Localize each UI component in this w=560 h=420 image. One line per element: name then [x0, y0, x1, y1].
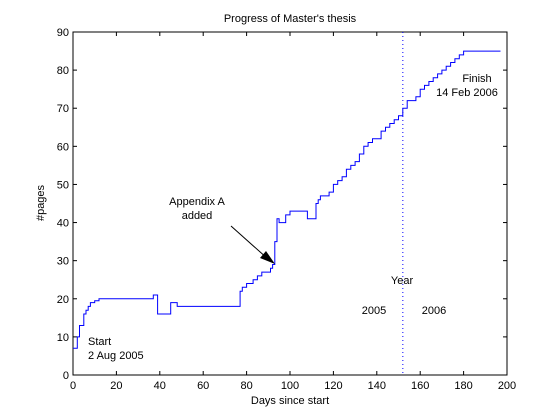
- finish-annotation-line2: 14 Feb 2006: [436, 87, 498, 99]
- y-tick-label: 40: [57, 218, 69, 230]
- start-annotation-line2: 2 Aug 2005: [88, 350, 144, 362]
- y-tick-label: 90: [57, 27, 69, 39]
- x-tick-label: 140: [368, 380, 386, 392]
- y-axis: 0 10 20 30 40 50 60 70 80 90: [57, 27, 507, 382]
- appendix-annotation-line2: added: [182, 210, 213, 222]
- plot-area: 0 20 40 60 80 100 120 140 160 180 200 0 10 20 30 40 50 6…: [57, 27, 516, 392]
- x-tick-label: 60: [197, 380, 209, 392]
- x-tick-label: 180: [454, 380, 472, 392]
- y-tick-label: 70: [57, 103, 69, 115]
- appendix-annotation-line1: Appendix A: [169, 196, 225, 208]
- chart-title: Progress of Master's thesis: [224, 13, 357, 25]
- y-tick-label: 60: [57, 141, 69, 153]
- y-tick-label: 80: [57, 65, 69, 77]
- x-tick-label: 120: [324, 380, 342, 392]
- year-left-label: 2005: [362, 305, 386, 317]
- x-tick-label: 200: [498, 380, 516, 392]
- finish-annotation-line1: Finish: [462, 73, 491, 85]
- year-right-label: 2006: [422, 305, 446, 317]
- start-annotation-line1: Start: [88, 336, 111, 348]
- y-tick-label: 20: [57, 294, 69, 306]
- x-tick-label: 80: [240, 380, 252, 392]
- year-label: Year: [391, 275, 414, 287]
- axes-box: [72, 31, 508, 376]
- x-tick-label: 100: [281, 380, 299, 392]
- x-tick-label: 20: [110, 380, 122, 392]
- x-tick-label: 160: [411, 380, 429, 392]
- appendix-arrow-icon: [230, 225, 275, 264]
- x-axis: 0 20 40 60 80 100 120 140 160 180 200: [70, 32, 516, 392]
- y-tick-label: 10: [57, 332, 69, 344]
- x-tick-label: 0: [70, 380, 76, 392]
- x-axis-label: Days since start: [251, 395, 329, 407]
- x-tick-label: 40: [154, 380, 166, 392]
- y-axis-label: #pages: [35, 184, 47, 221]
- series-line: [73, 50, 501, 349]
- y-tick-label: 50: [57, 179, 69, 191]
- y-tick-label: 0: [63, 370, 69, 382]
- y-tick-label: 30: [57, 256, 69, 268]
